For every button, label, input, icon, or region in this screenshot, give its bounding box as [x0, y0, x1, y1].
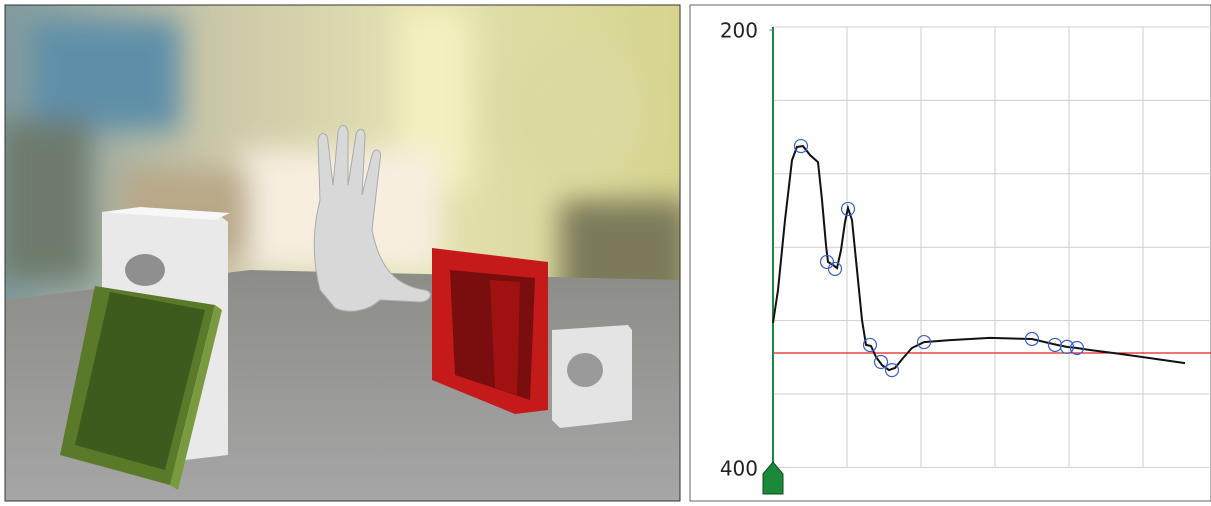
curve-panel	[690, 5, 1211, 501]
y-tick-label: 200	[720, 19, 758, 43]
page: {"chart_data": {"type": "line", "ylim": …	[0, 0, 1211, 506]
scene-view	[0, 5, 690, 501]
y-tick-label: 400	[720, 457, 758, 481]
screen: 200 400	[0, 0, 1211, 506]
